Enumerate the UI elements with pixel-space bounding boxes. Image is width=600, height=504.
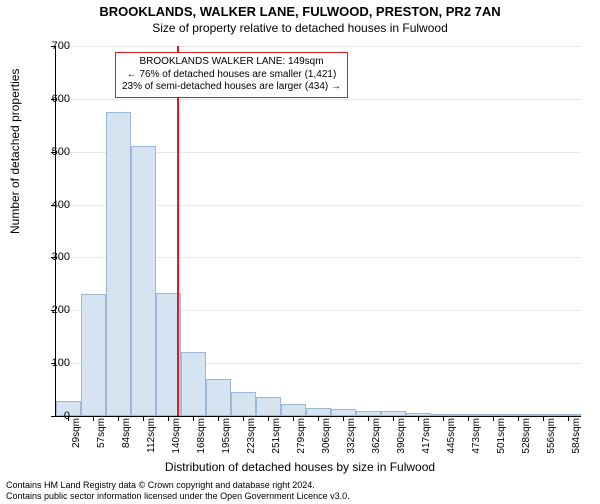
ytick-label: 400 xyxy=(40,199,70,211)
xtick-label: 251sqm xyxy=(271,418,282,458)
xtick-label: 501sqm xyxy=(496,418,507,458)
ytick-label: 600 xyxy=(40,93,70,105)
x-axis-label: Distribution of detached houses by size … xyxy=(0,460,600,474)
xtick-mark xyxy=(143,416,144,421)
xtick-label: 362sqm xyxy=(371,418,382,458)
xtick-label: 57sqm xyxy=(96,418,107,458)
xtick-label: 473sqm xyxy=(471,418,482,458)
chart-subtitle: Size of property relative to detached ho… xyxy=(0,21,600,35)
xtick-label: 223sqm xyxy=(246,418,257,458)
xtick-mark xyxy=(443,416,444,421)
histogram-bar xyxy=(206,379,231,416)
xtick-label: 390sqm xyxy=(396,418,407,458)
xtick-label: 84sqm xyxy=(121,418,132,458)
xtick-label: 332sqm xyxy=(346,418,357,458)
xtick-label: 195sqm xyxy=(221,418,232,458)
gridline xyxy=(56,46,581,47)
histogram-bar xyxy=(256,397,281,416)
xtick-mark xyxy=(168,416,169,421)
xtick-label: 417sqm xyxy=(421,418,432,458)
attribution-footer: Contains HM Land Registry data © Crown c… xyxy=(6,480,350,502)
xtick-label: 112sqm xyxy=(146,418,157,458)
info-box-line: 23% of semi-detached houses are larger (… xyxy=(122,81,341,94)
xtick-label: 140sqm xyxy=(171,418,182,458)
xtick-mark xyxy=(393,416,394,421)
xtick-mark xyxy=(568,416,569,421)
ytick-label: 200 xyxy=(40,304,70,316)
ytick-label: 100 xyxy=(40,357,70,369)
histogram-bar xyxy=(181,352,206,416)
property-marker-line xyxy=(177,46,179,416)
xtick-mark xyxy=(93,416,94,421)
ytick-label: 300 xyxy=(40,251,70,263)
ytick-label: 700 xyxy=(40,40,70,52)
xtick-mark xyxy=(218,416,219,421)
histogram-bar xyxy=(131,146,156,416)
xtick-mark xyxy=(418,416,419,421)
histogram-bar xyxy=(106,112,131,416)
histogram-bar xyxy=(281,404,306,416)
xtick-label: 29sqm xyxy=(71,418,82,458)
xtick-mark xyxy=(493,416,494,421)
histogram-bar xyxy=(331,409,356,416)
info-box-line: ← 76% of detached houses are smaller (1,… xyxy=(122,69,341,82)
info-box-line: BROOKLANDS WALKER LANE: 149sqm xyxy=(122,56,341,69)
footer-line2: Contains public sector information licen… xyxy=(6,491,350,502)
histogram-bar xyxy=(81,294,106,416)
ytick-label: 0 xyxy=(40,410,70,422)
histogram-bar xyxy=(306,408,331,416)
xtick-mark xyxy=(268,416,269,421)
xtick-mark xyxy=(343,416,344,421)
xtick-label: 584sqm xyxy=(571,418,582,458)
footer-line1: Contains HM Land Registry data © Crown c… xyxy=(6,480,350,491)
xtick-label: 279sqm xyxy=(296,418,307,458)
xtick-label: 528sqm xyxy=(521,418,532,458)
xtick-mark xyxy=(318,416,319,421)
xtick-mark xyxy=(543,416,544,421)
histogram-bar xyxy=(231,392,256,416)
xtick-mark xyxy=(368,416,369,421)
xtick-mark xyxy=(118,416,119,421)
gridline xyxy=(56,99,581,100)
xtick-mark xyxy=(243,416,244,421)
xtick-label: 306sqm xyxy=(321,418,332,458)
xtick-label: 168sqm xyxy=(196,418,207,458)
xtick-label: 556sqm xyxy=(546,418,557,458)
xtick-mark xyxy=(193,416,194,421)
xtick-label: 445sqm xyxy=(446,418,457,458)
chart-title: BROOKLANDS, WALKER LANE, FULWOOD, PRESTO… xyxy=(0,4,600,19)
xtick-mark xyxy=(518,416,519,421)
property-info-box: BROOKLANDS WALKER LANE: 149sqm← 76% of d… xyxy=(115,52,348,98)
ytick-label: 500 xyxy=(40,146,70,158)
y-axis-label: Number of detached properties xyxy=(8,69,22,234)
xtick-mark xyxy=(293,416,294,421)
chart-plot-area xyxy=(55,46,581,417)
xtick-mark xyxy=(468,416,469,421)
